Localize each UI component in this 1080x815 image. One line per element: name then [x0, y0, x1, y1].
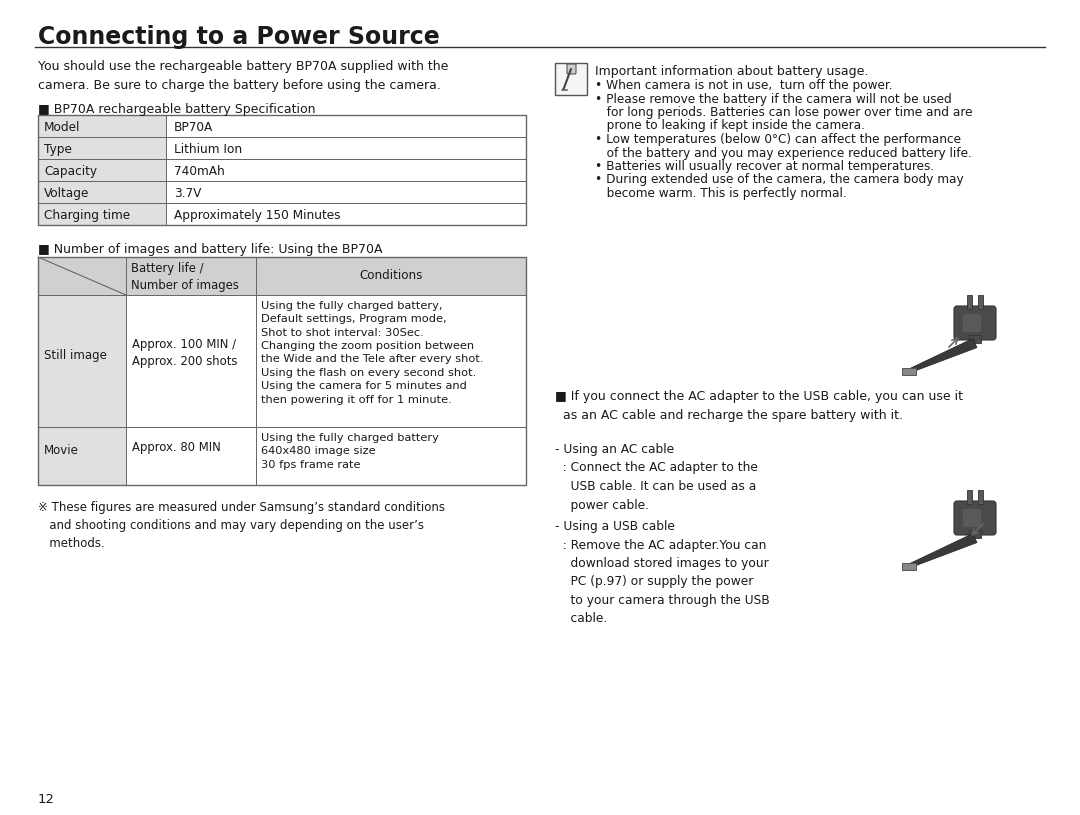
Text: for long periods. Batteries can lose power over time and are: for long periods. Batteries can lose pow… — [595, 106, 972, 119]
Bar — [967, 295, 972, 309]
Bar — [166, 137, 526, 159]
Bar — [256, 295, 526, 427]
Bar — [38, 115, 526, 225]
Text: Conditions: Conditions — [360, 269, 422, 282]
FancyBboxPatch shape — [963, 509, 981, 527]
Bar — [38, 257, 126, 295]
Bar — [126, 257, 256, 295]
Text: Approximately 150 Minutes: Approximately 150 Minutes — [174, 209, 340, 222]
Text: of the battery and you may experience reduced battery life.: of the battery and you may experience re… — [595, 147, 972, 160]
Bar — [38, 203, 166, 225]
Bar — [903, 368, 917, 375]
Text: prone to leaking if kept inside the camera.: prone to leaking if kept inside the came… — [595, 120, 865, 133]
FancyBboxPatch shape — [954, 501, 996, 535]
Bar — [38, 115, 166, 137]
Text: Model: Model — [44, 121, 80, 134]
Bar — [166, 181, 526, 203]
Text: • Low temperatures (below 0°C) can affect the performance: • Low temperatures (below 0°C) can affec… — [595, 133, 961, 146]
Text: Using the fully charged battery,
Default settings, Program mode,
Shot to shot in: Using the fully charged battery, Default… — [261, 301, 484, 404]
Text: You should use the rechargeable battery BP70A supplied with the
camera. Be sure : You should use the rechargeable battery … — [38, 60, 448, 91]
Bar — [126, 427, 256, 485]
Polygon shape — [908, 338, 977, 372]
Text: ■ Number of images and battery life: Using the BP70A: ■ Number of images and battery life: Usi… — [38, 243, 382, 256]
Text: Battery life /
Number of images: Battery life / Number of images — [131, 262, 239, 292]
Text: - Using an AC cable
  : Connect the AC adapter to the
    USB cable. It can be u: - Using an AC cable : Connect the AC ada… — [555, 443, 758, 512]
Text: Lithium Ion: Lithium Ion — [174, 143, 242, 156]
FancyBboxPatch shape — [954, 306, 996, 340]
Text: ※ These figures are measured under Samsung’s standard conditions
   and shooting: ※ These figures are measured under Samsu… — [38, 501, 445, 550]
Bar — [256, 257, 526, 295]
Bar — [38, 427, 126, 485]
Text: become warm. This is perfectly normal.: become warm. This is perfectly normal. — [595, 187, 847, 200]
Text: Charging time: Charging time — [44, 209, 130, 222]
Text: BP70A: BP70A — [174, 121, 213, 134]
Text: 740mAh: 740mAh — [174, 165, 225, 178]
Text: ■ If you connect the AC adapter to the USB cable, you can use it
  as an AC cabl: ■ If you connect the AC adapter to the U… — [555, 390, 963, 421]
Text: Important information about battery usage.: Important information about battery usag… — [595, 65, 868, 78]
Text: ■ BP70A rechargeable battery Specification: ■ BP70A rechargeable battery Specificati… — [38, 103, 315, 116]
Bar — [256, 427, 526, 485]
Bar — [38, 181, 166, 203]
Text: Type: Type — [44, 143, 72, 156]
Text: 12: 12 — [38, 793, 55, 806]
Bar — [166, 115, 526, 137]
FancyBboxPatch shape — [567, 64, 576, 74]
Text: • During extended use of the camera, the camera body may: • During extended use of the camera, the… — [595, 174, 963, 187]
Text: Using the fully charged battery
640x480 image size
30 fps frame rate: Using the fully charged battery 640x480 … — [261, 433, 438, 469]
Bar — [38, 257, 526, 485]
Text: 3.7V: 3.7V — [174, 187, 201, 200]
Bar — [166, 203, 526, 225]
Bar — [978, 295, 983, 309]
FancyBboxPatch shape — [963, 314, 981, 332]
Polygon shape — [908, 533, 977, 568]
Bar — [166, 159, 526, 181]
Text: - Using a USB cable
  : Remove the AC adapter.You can
    download stored images: - Using a USB cable : Remove the AC adap… — [555, 520, 770, 625]
Bar — [978, 490, 983, 504]
Text: • Please remove the battery if the camera will not be used: • Please remove the battery if the camer… — [595, 92, 951, 105]
Bar — [969, 530, 981, 538]
Bar — [126, 295, 256, 427]
Bar — [38, 137, 166, 159]
Text: Voltage: Voltage — [44, 187, 90, 200]
Bar — [38, 295, 126, 427]
Text: Connecting to a Power Source: Connecting to a Power Source — [38, 25, 440, 49]
Bar — [38, 159, 166, 181]
Bar — [903, 563, 917, 570]
Bar — [555, 63, 588, 95]
Text: Approx. 100 MIN /
Approx. 200 shots: Approx. 100 MIN / Approx. 200 shots — [132, 338, 238, 368]
Text: • When camera is not in use,  turn off the power.: • When camera is not in use, turn off th… — [595, 79, 892, 92]
Text: • Batteries will usually recover at normal temperatures.: • Batteries will usually recover at norm… — [595, 160, 934, 173]
Text: Movie: Movie — [44, 444, 79, 457]
Bar — [969, 335, 981, 343]
Text: Still image: Still image — [44, 350, 107, 363]
Text: Capacity: Capacity — [44, 165, 97, 178]
Text: Approx. 80 MIN: Approx. 80 MIN — [132, 442, 220, 455]
Bar — [967, 490, 972, 504]
